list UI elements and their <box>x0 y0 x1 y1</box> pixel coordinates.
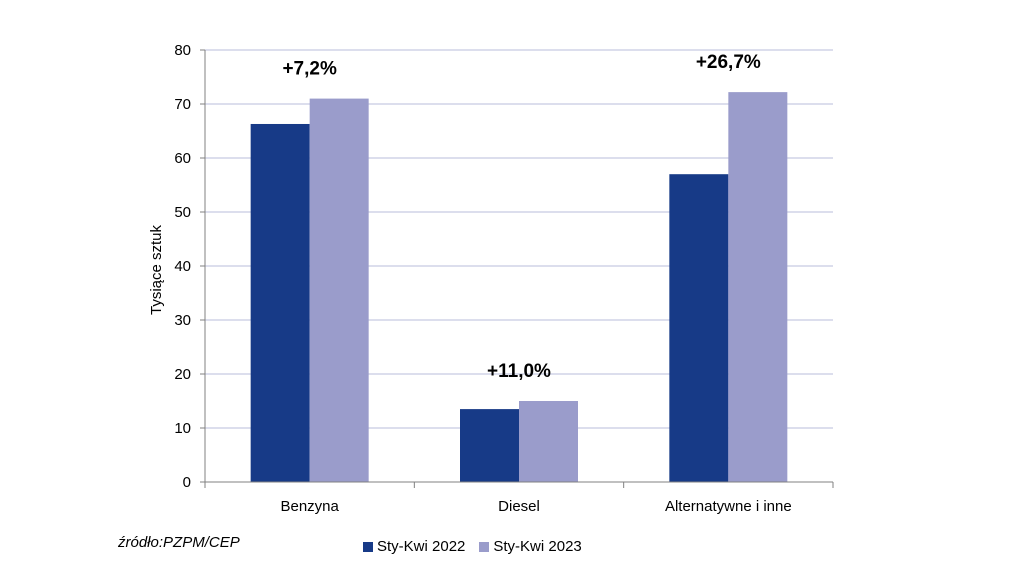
change-annotation: +26,7% <box>696 52 761 73</box>
y-tick-label: 50 <box>174 204 191 221</box>
bar-2023-2 <box>728 92 788 483</box>
y-tick-label: 0 <box>183 474 191 491</box>
bar-2023-1 <box>519 401 578 482</box>
bar-2023-0 <box>309 98 369 482</box>
labels: 0 10 20 30 40 50 60 70 80 Benzyna +7,2% Diesel +11,0… <box>174 42 791 515</box>
bar-2022-0 <box>250 123 310 482</box>
x-category-label: Diesel <box>498 498 540 515</box>
legend-label-2022: Sty-Kwi 2022 <box>377 538 466 555</box>
bar-2022-2 <box>669 174 729 482</box>
axes <box>200 49 834 488</box>
change-annotation: +7,2% <box>282 59 337 80</box>
source-note: źródło:PZPM/CEP <box>118 534 240 551</box>
x-category-label: Alternatywne i inne <box>665 498 792 515</box>
change-annotation: +11,0% <box>487 361 551 382</box>
legend-swatch-2022 <box>363 541 373 552</box>
y-tick-label: 40 <box>174 258 191 275</box>
y-tick-label: 60 <box>174 150 191 167</box>
legend: Sty-Kwi 2022 Sty-Kwi 2023 <box>363 538 582 555</box>
bars <box>250 92 788 483</box>
y-tick-label: 70 <box>174 96 191 113</box>
legend-label-2023: Sty-Kwi 2023 <box>493 538 582 555</box>
y-tick-label: 20 <box>174 366 191 383</box>
y-tick-label: 10 <box>174 420 191 437</box>
x-category-label: Benzyna <box>280 498 339 515</box>
y-axis-label: Tysiące sztuk <box>148 224 165 315</box>
legend-item-2023: Sty-Kwi 2023 <box>479 538 582 555</box>
y-tick-label: 30 <box>174 312 191 329</box>
legend-swatch-2023 <box>479 541 490 552</box>
legend-item-2022: Sty-Kwi 2022 <box>363 538 465 555</box>
bar-2022-1 <box>460 409 519 482</box>
y-tick-label: 80 <box>174 42 191 59</box>
